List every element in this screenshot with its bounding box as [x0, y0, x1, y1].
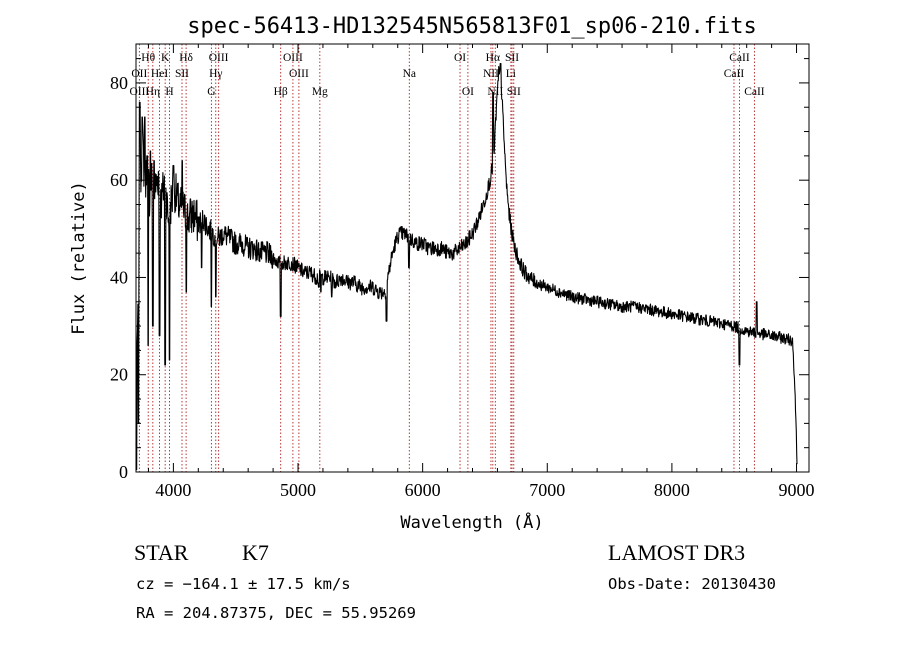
line-label-7: SII: [505, 52, 519, 64]
line-label-1: K: [161, 52, 170, 64]
line-label-4: OIII: [283, 52, 303, 64]
y-axis-label: Flux (relative): [69, 181, 89, 335]
survey-name: LAMOST DR3: [608, 540, 745, 565]
line-label-10: HeI: [151, 68, 168, 80]
line-label-15: NII: [483, 68, 499, 80]
y-tick-label-0: 0: [119, 462, 128, 482]
line-label-24: OI: [462, 86, 474, 98]
y-tick-label-1: 20: [110, 365, 128, 385]
line-label-19: Hη: [146, 86, 160, 98]
line-label-13: OIII: [289, 68, 309, 80]
redshift-velocity: cz = −164.1 ± 17.5 km/s: [136, 575, 351, 593]
x-tick-label-4: 8000: [654, 480, 690, 500]
x-axis-label: Wavelength (Å): [400, 511, 543, 533]
observation-date: Obs-Date: 20130430: [608, 575, 776, 593]
line-label-20: H: [165, 86, 173, 98]
chart-title: spec-56413-HD132545N565813F01_sp06-210.f…: [187, 14, 757, 39]
x-axis: 4000 5000 6000 7000 8000 9000: [147, 44, 815, 500]
spectrum-line: [135, 62, 798, 471]
line-markers: [138, 44, 755, 472]
line-label-14: Na: [403, 68, 416, 80]
object-subclass: K7: [242, 540, 269, 565]
y-tick-label-4: 80: [110, 73, 128, 93]
y-tick-label-3: 60: [110, 170, 128, 190]
line-label-16: Li: [506, 68, 516, 80]
object-class: STAR: [134, 540, 189, 565]
x-tick-label-0: 4000: [155, 480, 191, 500]
line-label-18: OIII: [129, 86, 149, 98]
line-labels: Hθ K Hδ OIII OIII OI Hα SII CaII OII HeI SII Hγ OIII N…: [129, 52, 764, 98]
line-label-6: Hα: [486, 52, 500, 64]
x-tick-label-2: 6000: [405, 480, 441, 500]
x-tick-label-3: 7000: [529, 480, 565, 500]
line-label-11: SII: [175, 68, 189, 80]
line-label-21: G: [207, 86, 215, 98]
line-label-8: CaII: [729, 52, 750, 64]
x-tick-label-1: 5000: [280, 480, 316, 500]
line-label-26: SII: [507, 86, 521, 98]
plot-frame: [135, 43, 810, 473]
y-tick-label-2: 40: [110, 267, 128, 287]
line-label-27: CaII: [744, 86, 765, 98]
coordinates: RA = 204.87375, DEC = 55.95269: [136, 604, 416, 622]
line-label-12: Hγ: [209, 68, 222, 80]
line-label-17: CaII: [724, 68, 745, 80]
x-tick-label-5: 9000: [779, 480, 815, 500]
line-label-23: Mg: [312, 86, 328, 98]
y-axis: 0 20 40 60 80: [110, 58, 809, 482]
line-label-25: NII: [487, 86, 503, 98]
line-label-0: Hθ: [141, 52, 155, 64]
line-label-5: OI: [454, 52, 466, 64]
line-label-22: Hβ: [274, 86, 288, 98]
line-label-3: OIII: [209, 52, 229, 64]
line-label-9: OII: [131, 68, 147, 80]
line-label-2: Hδ: [179, 52, 193, 64]
